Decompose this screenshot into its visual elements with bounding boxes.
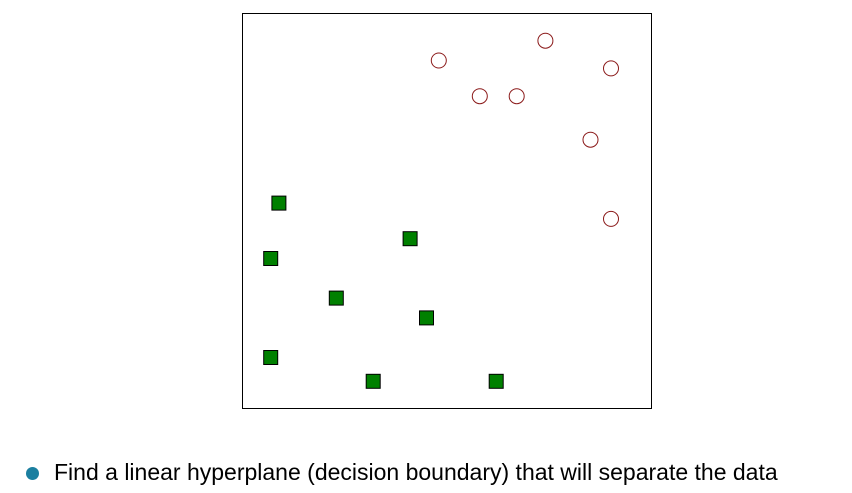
bullet-text: Find a linear hyperplane (decision bound… xyxy=(54,459,778,485)
square-point xyxy=(263,251,279,266)
square-point xyxy=(402,231,418,247)
circle-point xyxy=(430,52,447,69)
square-point xyxy=(365,373,381,389)
square-point xyxy=(271,195,287,211)
circle-point xyxy=(471,88,488,105)
circle-point xyxy=(603,210,619,227)
data-points xyxy=(263,32,619,389)
circle-point xyxy=(603,60,619,77)
square-point xyxy=(488,373,504,389)
circle-point xyxy=(508,88,525,105)
bullet-dot-icon xyxy=(26,467,39,480)
square-point xyxy=(328,290,344,306)
square-point xyxy=(419,310,434,326)
circle-point xyxy=(582,131,599,148)
scatter-plot-svg xyxy=(242,13,652,409)
plot-frame xyxy=(242,13,652,409)
bullet-point: Find a linear hyperplane (decision bound… xyxy=(26,459,778,486)
scatter-plot xyxy=(242,13,652,409)
circle-point xyxy=(537,32,554,49)
square-point xyxy=(263,350,279,365)
